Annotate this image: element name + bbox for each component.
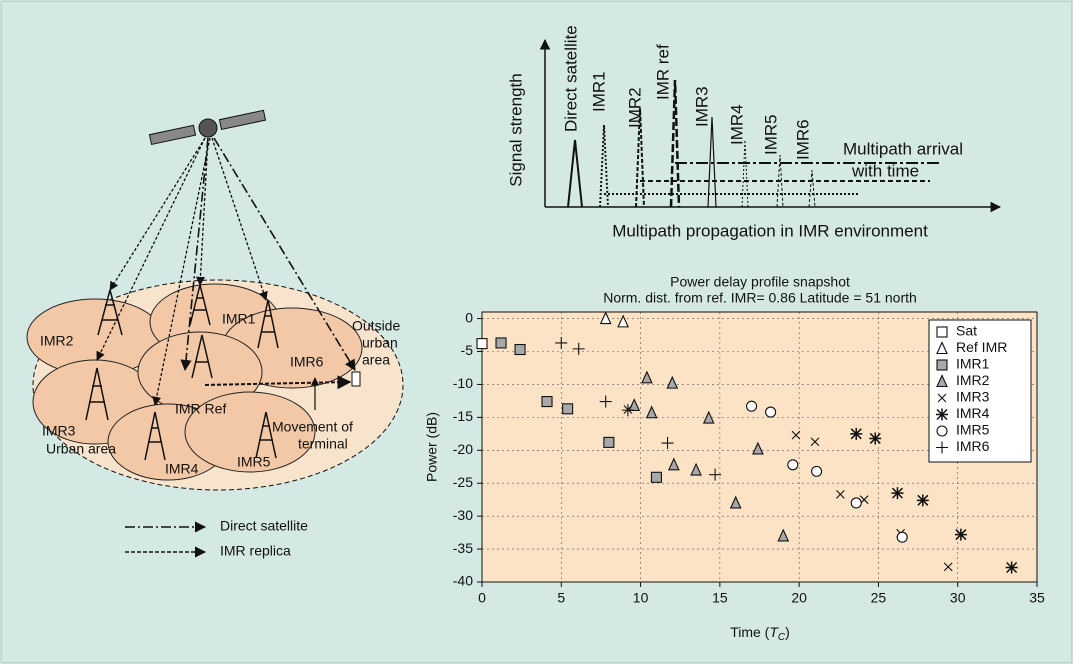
plot: 0 5 10 15 20 25 30 35 0 -5 -10 -15 -20 -25 -30 -35 -40 Sa… <box>453 309 1045 605</box>
data-point <box>917 494 929 506</box>
legend-marker <box>937 426 947 436</box>
legend-label: Sat <box>956 323 977 339</box>
x-tick-label: 0 <box>478 590 486 606</box>
x-tick-label: 20 <box>791 590 807 606</box>
cell-label: IMR3 <box>42 423 76 439</box>
movement-label: Movement of <box>272 419 353 435</box>
x-tick-label: 5 <box>557 590 565 606</box>
y-axis-label: Power (dB) <box>424 412 440 482</box>
data-point <box>891 487 903 499</box>
data-point <box>604 437 614 447</box>
data-point <box>747 401 757 411</box>
legend-marker <box>936 409 948 421</box>
cell-label: IMR6 <box>290 354 324 370</box>
x-label-part: Time ( <box>730 624 769 640</box>
x-tick-label: 15 <box>712 590 728 606</box>
data-point <box>788 460 798 470</box>
data-point <box>955 529 967 541</box>
y-tick-label: -5 <box>461 342 474 358</box>
y-tick-label: -35 <box>453 540 473 556</box>
legend-label: IMR3 <box>956 389 990 405</box>
legend-label: IMR5 <box>956 422 990 438</box>
x-tick-label: 35 <box>1029 590 1045 606</box>
schematic-y-label: Signal strength <box>506 73 525 186</box>
schematic-note: with time <box>851 161 919 180</box>
legend-label: IMR replica <box>220 543 291 559</box>
peak-label: IMR1 <box>589 71 608 112</box>
data-point <box>651 472 661 482</box>
peak-label: Direct satellite <box>561 25 580 132</box>
y-tick-label: -40 <box>453 573 473 589</box>
data-point <box>851 498 861 508</box>
data-point <box>563 404 573 414</box>
figure: IMR2 IMR1 IMR6 IMR3 IMR Ref IMR4 IMR5 Ur… <box>0 0 1073 664</box>
legend-label: IMR1 <box>956 356 990 372</box>
peak-label: IMR4 <box>727 104 746 145</box>
x-tick-label: 25 <box>871 590 887 606</box>
cell-label: IMR Ref <box>175 401 226 417</box>
cell-label: IMR1 <box>222 311 256 327</box>
data-point <box>869 432 881 444</box>
legend-label: Direct satellite <box>220 518 308 534</box>
data-point <box>477 339 487 349</box>
chart-subtitle: Norm. dist. from ref. IMR= 0.86 Latitude… <box>603 290 917 306</box>
schematic-x-label: Multipath propagation in IMR environment <box>612 221 928 240</box>
cell-label: IMR5 <box>237 454 271 470</box>
legend-label: IMR2 <box>956 372 990 388</box>
cell-label: IMR4 <box>165 461 199 477</box>
movement-label: terminal <box>298 436 348 452</box>
peak-label: IMR3 <box>692 86 711 127</box>
cell-label: IMR2 <box>40 333 74 349</box>
y-tick-label: -20 <box>453 441 473 457</box>
y-tick-label: -10 <box>453 375 473 391</box>
data-point <box>515 345 525 355</box>
data-point <box>812 466 822 476</box>
y-tick-label: 0 <box>465 309 473 325</box>
outside-label: area <box>362 352 390 368</box>
data-point <box>850 428 862 440</box>
data-point <box>542 397 552 407</box>
legend-label: IMR6 <box>956 438 990 454</box>
y-tick-label: -25 <box>453 474 473 490</box>
schematic-note: Multipath arrival <box>843 139 963 158</box>
data-point <box>897 532 907 542</box>
legend-label: IMR4 <box>956 405 990 421</box>
data-point <box>766 407 776 417</box>
chart-title: Power delay profile snapshot <box>670 274 850 290</box>
urban-label: Urban area <box>46 441 116 457</box>
peak-label: IMR2 <box>625 87 644 128</box>
outside-label: Outside <box>352 318 400 334</box>
x-tick-label: 30 <box>950 590 966 606</box>
x-label-part: ) <box>785 624 790 640</box>
data-point <box>496 338 506 348</box>
peak-label: IMR ref <box>653 44 672 100</box>
peak-label: IMR6 <box>793 119 812 160</box>
outside-label: urban <box>362 335 398 351</box>
y-tick-label: -30 <box>453 507 473 523</box>
legend-marker <box>937 327 947 337</box>
data-point <box>1006 562 1018 574</box>
legend-label: Ref IMR <box>956 339 1007 355</box>
x-tick-label: 10 <box>633 590 649 606</box>
y-tick-label: -15 <box>453 408 473 424</box>
legend-marker <box>937 360 947 370</box>
peak-label: IMR5 <box>761 114 780 155</box>
